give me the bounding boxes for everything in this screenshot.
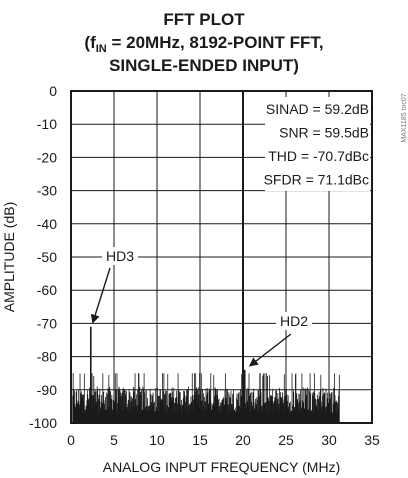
y-tick-label: -60 [37, 282, 57, 298]
title-line-3: SINGLE-ENDED INPUT) [109, 56, 299, 75]
y-tick-label: -80 [37, 349, 57, 365]
y-axis-title: AMPLITUDE (dB) [1, 202, 17, 312]
spectral-peaks [89, 91, 246, 423]
x-tick-label: 5 [110, 432, 118, 448]
legend-entry: SINAD = 59.2dB [266, 101, 369, 117]
title-line-1: FFT PLOT [163, 10, 245, 29]
y-tick-label: -100 [29, 415, 57, 431]
hd2-label-background [276, 312, 312, 330]
hd3-arrow [90, 267, 111, 324]
y-tick-label: -20 [37, 149, 57, 165]
x-axis-title: ANALOG INPUT FREQUENCY (MHz) [103, 459, 341, 475]
hd2-arrow [248, 333, 292, 367]
hd3-label-background [102, 247, 138, 265]
title-subscript: IN [96, 43, 107, 55]
y-tick-labels: 0 -10 -20 -30 -40 -50 -60 -70 -80 -90 -100 [29, 83, 57, 431]
legend-box: SINAD = 59.2dB SNR = 59.5dB THD = -70.7dBc… [264, 97, 370, 191]
side-code-label: MAX1185 toc07 [401, 93, 408, 142]
noise-floor-series [72, 373, 340, 423]
y-tick-label: -30 [37, 183, 57, 199]
x-tick-label: 0 [67, 432, 75, 448]
legend-background [265, 97, 370, 191]
y-tick-label: -70 [37, 315, 57, 331]
chart-title: FFT PLOT (fIN = 20MHz, 8192-POINT FFT, S… [84, 10, 323, 75]
y-tick-label: 0 [49, 83, 57, 99]
harmonic-annotations: HD3 HD2 [90, 247, 312, 367]
y-tick-label: -10 [37, 116, 57, 132]
y-tick-label: -40 [37, 216, 57, 232]
hd2-label: HD2 [280, 313, 308, 329]
title-line-2: (fIN = 20MHz, 8192-POINT FFT, [84, 33, 323, 55]
legend-entry: SNR = 59.5dB [279, 125, 369, 141]
x-tick-label: 10 [149, 432, 165, 448]
x-tick-labels: 0 5 10 15 20 25 30 35 [67, 432, 380, 448]
y-tick-label: -90 [37, 382, 57, 398]
plot-frame [70, 90, 373, 424]
legend-entry: THD = -70.7dBc [268, 148, 369, 164]
x-tick-label: 25 [278, 432, 294, 448]
noise-floor-path [72, 373, 340, 423]
x-tick-label: 30 [321, 432, 337, 448]
y-tick-label: -50 [37, 249, 57, 265]
x-tick-label: 15 [192, 432, 208, 448]
legend-entry: SFDR = 71.1dBc [264, 172, 369, 188]
x-tick-label: 20 [235, 432, 251, 448]
hd3-label: HD3 [106, 248, 134, 264]
x-tick-label: 35 [364, 432, 380, 448]
